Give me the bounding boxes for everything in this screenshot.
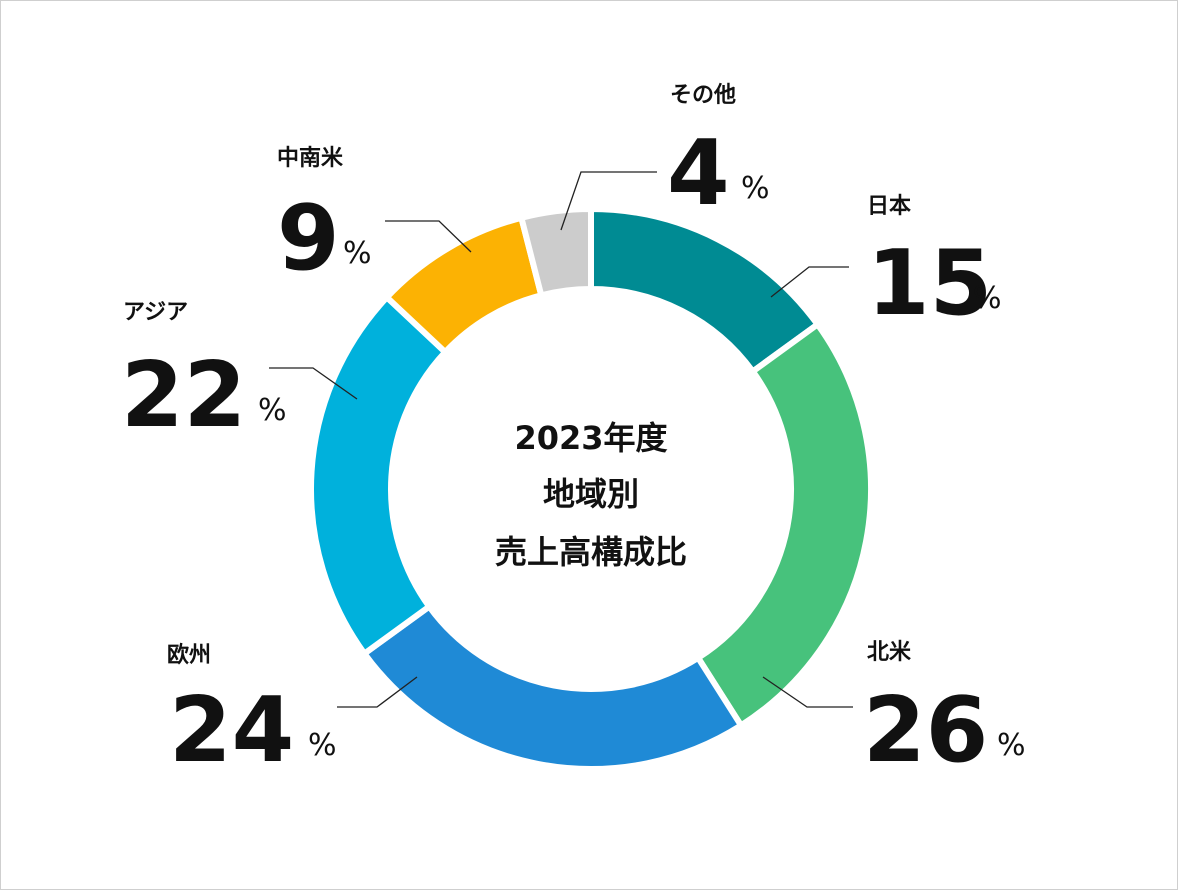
slice-6-value-label: 4 [667, 121, 730, 226]
slice-5-leader-line [385, 220, 472, 253]
slice-4-leader-line [269, 367, 358, 400]
slice-3-value-label: 24 [169, 678, 294, 783]
chart-title: 2023年度 地域別 売上高構成比 [495, 419, 687, 571]
slice-6-name-label: その他 [670, 83, 736, 108]
slice-2-value-label: 26 [863, 678, 988, 783]
slice-2-leader-line [762, 676, 853, 708]
slice-2-arc [694, 320, 874, 730]
slice-3-arc [360, 602, 746, 772]
slice-5-unit-label: % [343, 236, 372, 271]
slice-4-arc [308, 293, 450, 658]
slice-1-value-label: 15 [867, 231, 992, 336]
slice-6-leader-line [560, 171, 657, 231]
slice-5-value-label: 9 [277, 186, 340, 291]
slice-1-leader-line [770, 266, 849, 298]
chart-title-line-3: 売上高構成比 [495, 533, 687, 571]
labels-group: 日本 15% 北米 26 % 欧州 24 % アジア 22 % 中南米 9 % その他 4% [121, 83, 1026, 783]
slice-2-name-label: 北米 [867, 640, 912, 665]
slices-group [308, 205, 874, 772]
slice-3-leader-line [337, 676, 418, 708]
slice-6-arc [517, 205, 594, 299]
slice-5-name-label: 中南米 [277, 146, 344, 171]
slice-2-unit-label: % [997, 728, 1026, 763]
slice-1-unit-label: % [973, 281, 1002, 316]
leader-lines-group [269, 171, 853, 708]
slice-3-unit-label: % [308, 728, 337, 763]
slice-4-name-label: アジア [123, 300, 188, 325]
slice-4-value-label: 22 [121, 343, 246, 448]
chart-title-line-2: 地域別 [543, 475, 639, 513]
chart-title-line-1: 2023年度 [514, 419, 667, 457]
slice-3-name-label: 欧州 [167, 642, 211, 668]
slice-4-unit-label: % [258, 393, 287, 428]
slice-6-unit-label: % [741, 171, 770, 206]
slice-1-name-label: 日本 [867, 194, 911, 219]
